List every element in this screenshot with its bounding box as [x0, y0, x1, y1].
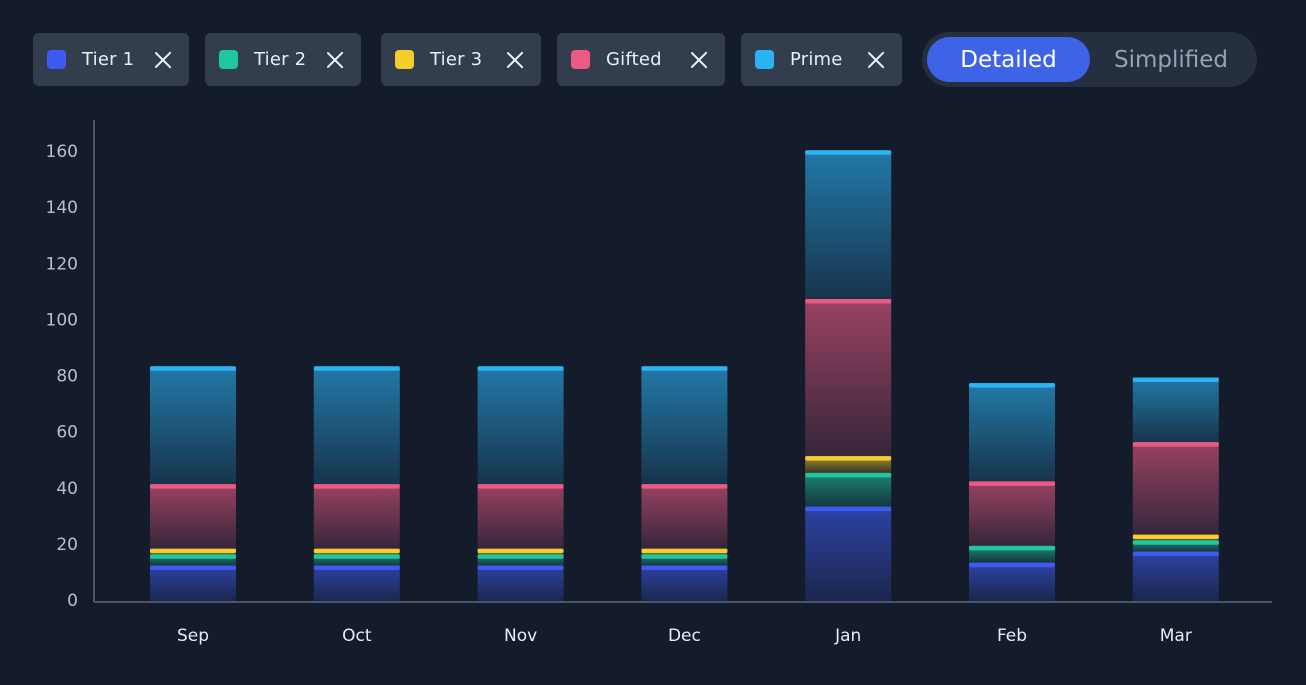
bar-segment-cap [805, 506, 892, 512]
y-tick-label: 120 [46, 254, 78, 274]
bar-segment-cap [477, 366, 564, 371]
x-tick-label: Sep [177, 626, 209, 646]
bar-segment-tier-2-sep[interactable] [150, 554, 236, 566]
bar-segment-cap [477, 565, 564, 571]
x-tick-label: Oct [342, 626, 372, 646]
filter-chip-label: Prime [790, 49, 843, 70]
tier-1-swatch [47, 50, 66, 69]
bar-segment-cap [150, 484, 236, 489]
y-tick-label: 40 [56, 479, 78, 499]
bar-segment-tier-1-dec[interactable] [641, 565, 728, 602]
bar-segment-tier-2-jan[interactable] [805, 472, 892, 507]
bar-segment-prime-feb[interactable] [969, 383, 1055, 482]
bar-segment-tier-1-mar[interactable] [1132, 551, 1219, 602]
y-tick-label: 100 [46, 310, 78, 330]
bar-segment-cap [641, 484, 728, 489]
y-tick-label: 140 [46, 198, 78, 218]
tier-3-swatch [395, 50, 414, 69]
bar-segment-prime-sep[interactable] [150, 366, 236, 485]
bar-segment-tier-1-jan[interactable] [805, 506, 892, 602]
bar-segment-gifted-dec[interactable] [641, 484, 728, 549]
y-tick-label: 80 [56, 367, 78, 387]
bar-segment-tier-2-dec[interactable] [641, 554, 728, 566]
bar-segment-prime-dec[interactable] [641, 366, 728, 485]
y-tick-label: 20 [56, 535, 78, 555]
bar-segment-cap [1132, 551, 1219, 556]
bar-segment-gifted-nov[interactable] [477, 484, 564, 549]
filter-chip-label: Gifted [606, 49, 662, 70]
bar-segment-gifted-sep[interactable] [150, 484, 236, 549]
x-tick-label: Nov [504, 626, 537, 646]
bar-segment-cap [641, 554, 728, 559]
simplified-option[interactable]: Simplified [1113, 46, 1228, 73]
y-tick-label: 0 [67, 591, 78, 611]
x-tick-label: Jan [834, 626, 861, 646]
bar-segment-tier-2-nov[interactable] [477, 554, 564, 566]
bar-segment-cap [150, 366, 236, 371]
filter-chip-prime[interactable]: Prime [741, 33, 902, 86]
bar-segment-cap [1132, 442, 1219, 447]
filter-chip-tier-3[interactable]: Tier 3 [381, 33, 541, 86]
bar-segment-cap [1132, 540, 1219, 545]
tier-2-swatch [219, 50, 238, 69]
filter-chip-label: Tier 2 [254, 49, 307, 70]
bar-segment-tier-1-nov[interactable] [477, 565, 564, 602]
bar-segment-gifted-jan[interactable] [805, 298, 892, 457]
bar-segment-cap [641, 548, 728, 554]
bar-segment-cap [805, 298, 892, 304]
bar-segment-cap [969, 562, 1055, 568]
bar-segment-cap [150, 548, 236, 554]
bar-segment-gifted-mar[interactable] [1132, 442, 1219, 535]
bar-segment-cap [969, 481, 1055, 486]
bar-segment-tier-1-feb[interactable] [969, 562, 1055, 602]
bar-segment-cap [313, 565, 400, 571]
bar-segment-prime-oct[interactable] [313, 366, 400, 485]
bar-segment-prime-mar[interactable] [1132, 377, 1219, 443]
filter-chip-label: Tier 3 [430, 49, 483, 70]
bar-segment-cap [969, 545, 1055, 551]
bar-segment-prime-nov[interactable] [477, 366, 564, 485]
x-tick-label: Feb [997, 626, 1027, 646]
bar-segment-cap [641, 565, 728, 571]
filter-chip-gifted[interactable]: Gifted [557, 33, 725, 86]
prime-swatch [755, 50, 774, 69]
detailed-option[interactable]: Detailed [927, 37, 1090, 82]
bar-segment-gifted-oct[interactable] [313, 484, 400, 549]
bar-segment-cap [969, 383, 1055, 388]
bar-segment-prime-jan[interactable] [805, 150, 892, 299]
bar-segment-cap [1132, 534, 1219, 540]
y-tick-label: 160 [46, 142, 78, 162]
bar-segment-cap [805, 150, 892, 155]
bar-segment-gifted-feb[interactable] [969, 481, 1055, 546]
gifted-swatch [571, 50, 590, 69]
bar-segment-cap [477, 484, 564, 489]
x-tick-label: Dec [668, 626, 701, 646]
bar-segment-cap [805, 456, 892, 461]
filter-chip-tier-1[interactable]: Tier 1 [33, 33, 189, 86]
y-tick-label: 60 [56, 423, 78, 443]
bar-segment-cap [313, 548, 400, 554]
bar-segment-cap [805, 472, 892, 478]
bar-segment-cap [1132, 377, 1219, 383]
bar-segment-cap [313, 366, 400, 371]
bar-segment-cap [313, 484, 400, 489]
bar-segment-cap [150, 554, 236, 559]
bar-segment-cap [641, 366, 728, 371]
bar-segment-cap [313, 554, 400, 559]
bar-segment-cap [477, 554, 564, 559]
bar-segment-cap [150, 565, 236, 571]
view-mode-toggle: Detailed Simplified [922, 32, 1257, 87]
bar-segment-tier-2-mar[interactable] [1132, 540, 1219, 552]
filter-chip-label: Tier 1 [82, 49, 135, 70]
filter-chip-tier-2[interactable]: Tier 2 [205, 33, 361, 86]
bar-segment-tier-1-oct[interactable] [313, 565, 400, 602]
bar-segment-cap [477, 548, 564, 554]
bar-segment-tier-2-oct[interactable] [313, 554, 400, 566]
bar-segment-tier-1-sep[interactable] [150, 565, 236, 602]
x-tick-label: Mar [1160, 626, 1192, 646]
